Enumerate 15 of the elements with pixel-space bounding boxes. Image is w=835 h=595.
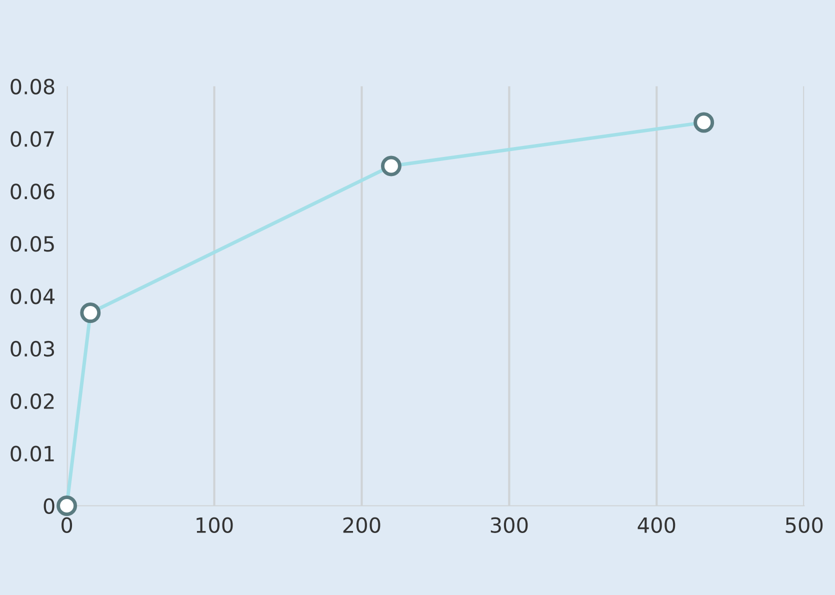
x-tick-label: 400: [638, 517, 676, 533]
y-tick-label: 0.01: [10, 446, 54, 462]
y-tick-label: 0.08: [10, 78, 54, 94]
x-tick-label: 200: [343, 517, 380, 533]
y-tick-label: 0.03: [10, 340, 54, 357]
x-tick-label: 500: [786, 517, 823, 533]
y-tick-label: 0.05: [10, 236, 54, 252]
y-tick-label: 0.06: [10, 184, 54, 200]
x-tick-label: 100: [196, 517, 233, 533]
y-tick-label: 0.04: [10, 288, 55, 304]
y-tick-label: 0.07: [10, 131, 54, 147]
y-tick-label: 0: [44, 498, 54, 514]
x-tick-label: 0: [62, 517, 72, 533]
y-tick-label: 0.02: [10, 393, 54, 410]
x-tick-label: 300: [490, 517, 528, 533]
